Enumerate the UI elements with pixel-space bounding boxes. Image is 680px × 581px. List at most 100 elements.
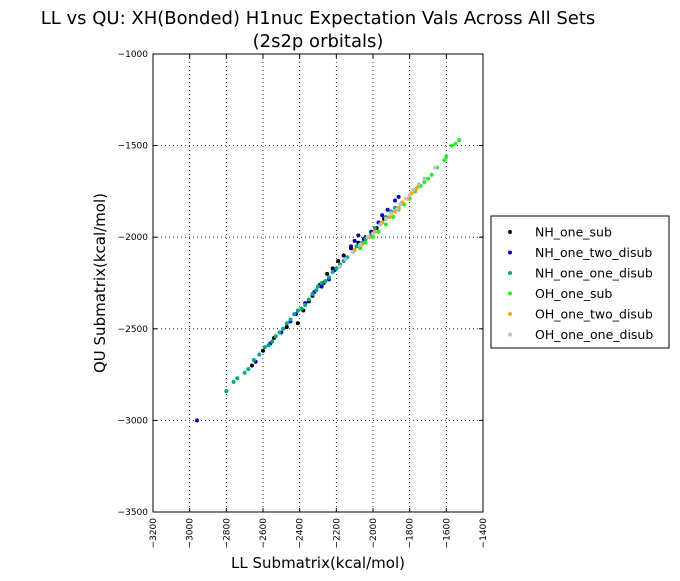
x-tick-label: −2800	[222, 518, 232, 549]
data-point	[457, 138, 462, 143]
data-point	[314, 288, 319, 293]
x-tick-label: −1600	[442, 518, 452, 549]
data-point	[281, 326, 286, 331]
data-point	[429, 172, 434, 177]
data-point	[422, 176, 427, 181]
data-point	[350, 249, 355, 254]
axis-ticks: −3200 −3000 −2800 −2600 −2400 −2200 −2000 −1800…	[118, 50, 489, 548]
data-point	[299, 306, 304, 311]
data-point	[343, 257, 348, 262]
legend-marker	[508, 271, 512, 275]
legend-label: NH_one_two_disub	[535, 245, 652, 260]
data-point	[376, 229, 381, 234]
data-point	[303, 302, 308, 307]
y-tick-label: −1000	[118, 50, 149, 60]
data-point	[365, 235, 370, 240]
data-point	[231, 379, 236, 384]
data-point	[426, 176, 430, 181]
x-tick-label: −2600	[259, 518, 269, 549]
data-point	[354, 244, 359, 249]
data-point	[270, 339, 275, 344]
data-point	[338, 264, 342, 269]
data-point	[393, 198, 397, 203]
grid-lines	[153, 54, 483, 512]
data-point	[442, 158, 447, 163]
data-point	[292, 312, 297, 317]
y-tick-label: −3000	[118, 416, 149, 426]
y-tick-label: −3500	[118, 508, 149, 518]
data-point	[383, 222, 388, 227]
data-point	[387, 215, 392, 220]
data-point	[319, 284, 324, 289]
data-point	[330, 270, 335, 275]
data-point	[277, 330, 282, 335]
data-point	[262, 345, 267, 350]
legend-label: NH_one_sub	[535, 225, 612, 240]
data-point	[398, 202, 403, 207]
data-point	[371, 231, 375, 236]
x-tick-label: −2200	[332, 518, 342, 549]
chart-title: LL vs QU: XH(Bonded) H1nuc Expectation V…	[41, 8, 596, 29]
x-tick-label: −1400	[479, 518, 489, 549]
data-point	[295, 321, 300, 326]
legend-label: NH_one_one_disub	[535, 266, 653, 281]
data-point	[327, 275, 331, 280]
data-point	[453, 141, 458, 146]
legend-marker	[508, 291, 512, 296]
data-point	[391, 215, 396, 220]
x-tick-label: −1800	[406, 518, 416, 549]
plot-area-frame	[152, 53, 484, 513]
data-point	[372, 226, 377, 231]
data-point	[415, 185, 419, 190]
data-point	[383, 216, 388, 221]
y-tick-label: −2500	[118, 325, 149, 335]
data-point	[306, 297, 311, 302]
y-tick-label: −2000	[118, 233, 149, 243]
data-point	[411, 187, 416, 192]
legend-marker	[508, 312, 512, 316]
data-point	[378, 222, 383, 227]
data-point	[358, 246, 363, 251]
data-point	[273, 334, 278, 339]
data-point	[288, 317, 293, 322]
x-tick-label: −3200	[149, 518, 159, 549]
data-point	[416, 182, 421, 187]
data-point	[316, 284, 320, 289]
x-tick-label: −2000	[369, 518, 379, 549]
x-tick-label: −3000	[186, 518, 196, 549]
chart-subtitle: (2s2p orbitals)	[253, 31, 384, 52]
legend-marker	[508, 332, 512, 337]
data-point	[422, 180, 427, 185]
data-point	[235, 376, 240, 381]
legend-label: OH_one_two_disub	[535, 307, 653, 322]
data-point	[407, 193, 412, 198]
data-point	[246, 367, 251, 372]
data-point	[266, 343, 271, 348]
data-point	[251, 357, 256, 362]
data-point	[352, 238, 357, 243]
data-point	[380, 213, 385, 218]
data-point	[363, 240, 368, 245]
legend-label: OH_one_one_disub	[535, 327, 653, 342]
data-point	[319, 281, 324, 285]
y-axis-label: QU Submatrix(kcal/mol)	[91, 193, 109, 373]
data-point	[358, 242, 363, 247]
data-point	[284, 324, 289, 329]
legend-box	[490, 215, 670, 349]
data-point	[404, 196, 408, 201]
data-points	[195, 138, 462, 423]
data-point	[310, 291, 315, 296]
data-point	[349, 244, 353, 249]
x-axis-label: LL Submatrix(kcal/mol)	[231, 554, 405, 572]
data-point	[334, 266, 339, 271]
y-tick-label: −1500	[118, 142, 149, 152]
legend-label: OH_one_sub	[535, 286, 612, 301]
data-point	[284, 321, 289, 326]
legend-marker	[508, 230, 512, 234]
data-point	[250, 363, 254, 368]
data-point	[295, 308, 300, 313]
legend-marker	[508, 250, 512, 255]
data-point	[261, 348, 265, 353]
data-point	[257, 352, 262, 357]
